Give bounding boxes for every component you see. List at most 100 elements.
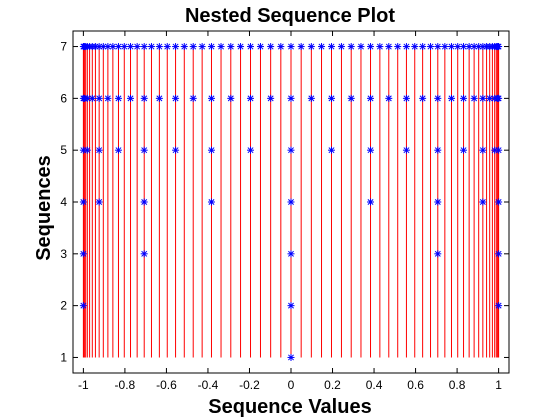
data-point-marker xyxy=(247,43,255,51)
data-point-marker xyxy=(133,43,141,51)
data-point-marker xyxy=(140,250,148,258)
data-point-marker xyxy=(385,43,393,51)
data-point-marker xyxy=(419,43,427,51)
data-point-marker xyxy=(434,198,442,206)
data-point-marker xyxy=(172,94,180,102)
data-point-marker xyxy=(114,94,122,102)
data-point-marker xyxy=(318,43,326,51)
data-point-marker xyxy=(495,302,503,310)
data-point-marker xyxy=(155,94,163,102)
data-point-marker xyxy=(394,43,402,51)
data-markers xyxy=(79,43,503,361)
x-axis-ticks: -1 -0.8 -0.6 -0.4 -0.2 0 0.2 0.4 0.6 0.8 1 xyxy=(78,31,502,392)
data-point-marker xyxy=(180,43,188,51)
data-point-marker xyxy=(495,43,503,51)
data-point-marker xyxy=(95,146,103,154)
data-point-marker xyxy=(367,94,375,102)
data-point-marker xyxy=(434,250,442,258)
chart-title: Nested Sequence Plot xyxy=(185,5,395,27)
data-point-marker xyxy=(460,94,468,102)
data-point-marker xyxy=(470,94,478,102)
data-point-marker xyxy=(237,43,245,51)
data-point-marker xyxy=(367,198,375,206)
data-point-marker xyxy=(287,94,295,102)
data-point-marker xyxy=(120,43,128,51)
data-point-marker xyxy=(267,94,275,102)
data-point-marker xyxy=(427,43,435,51)
data-point-marker xyxy=(79,250,87,258)
data-point-marker xyxy=(287,250,295,258)
data-point-marker xyxy=(479,94,487,102)
data-point-marker xyxy=(217,43,225,51)
y-tick-label: 1 xyxy=(60,350,67,364)
data-point-marker xyxy=(155,43,163,51)
plot-area-frame xyxy=(72,30,510,374)
data-point-marker xyxy=(207,146,215,154)
x-tick-label: 1 xyxy=(495,378,502,392)
data-point-marker xyxy=(495,146,503,154)
x-tick-label: -0.2 xyxy=(239,378,260,392)
data-point-marker xyxy=(140,94,148,102)
x-tick-label: -0.8 xyxy=(115,378,136,392)
data-point-marker xyxy=(256,43,264,51)
y-tick-label: 5 xyxy=(60,143,67,157)
data-point-marker xyxy=(307,94,315,102)
data-point-marker xyxy=(287,353,295,361)
x-tick-label: 0.6 xyxy=(407,378,424,392)
data-point-marker xyxy=(207,198,215,206)
data-point-marker xyxy=(287,43,295,51)
y-tick-label: 7 xyxy=(60,40,67,54)
data-point-marker xyxy=(83,146,91,154)
data-point-marker xyxy=(127,94,135,102)
data-point-marker xyxy=(207,94,215,102)
data-point-marker xyxy=(460,146,468,154)
data-point-marker xyxy=(327,94,335,102)
data-point-marker xyxy=(376,43,384,51)
data-point-marker xyxy=(402,146,410,154)
data-point-marker xyxy=(247,146,255,154)
data-point-marker xyxy=(189,43,197,51)
data-point-marker xyxy=(287,198,295,206)
x-tick-label: 0 xyxy=(288,378,295,392)
data-point-marker xyxy=(127,43,135,51)
data-point-marker xyxy=(367,43,375,51)
y-axis-ticks: 1 2 3 4 5 6 7 xyxy=(60,40,509,364)
data-point-marker xyxy=(434,146,442,154)
data-point-marker xyxy=(104,94,112,102)
y-axis-label: Sequences xyxy=(33,155,55,261)
data-point-marker xyxy=(297,43,305,51)
data-point-marker xyxy=(247,94,255,102)
data-point-marker xyxy=(189,94,197,102)
data-point-marker xyxy=(114,146,122,154)
x-tick-label: 0.2 xyxy=(324,378,341,392)
data-point-marker xyxy=(198,43,206,51)
x-tick-label: 0.4 xyxy=(366,378,383,392)
data-point-marker xyxy=(95,94,103,102)
data-point-marker xyxy=(347,43,355,51)
data-point-marker xyxy=(267,43,275,51)
data-point-marker xyxy=(287,302,295,310)
y-tick-label: 6 xyxy=(60,91,67,105)
data-point-marker xyxy=(172,146,180,154)
data-point-marker xyxy=(172,43,180,51)
data-point-marker xyxy=(227,94,235,102)
data-point-marker xyxy=(479,146,487,154)
data-point-marker xyxy=(163,43,171,51)
data-point-marker xyxy=(357,43,365,51)
data-point-marker xyxy=(287,146,295,154)
x-axis-label: Sequence Values xyxy=(208,396,371,418)
data-point-marker xyxy=(479,198,487,206)
x-tick-label: -0.6 xyxy=(156,378,177,392)
data-point-marker xyxy=(434,94,442,102)
data-point-marker xyxy=(495,198,503,206)
data-point-marker xyxy=(227,43,235,51)
data-point-marker xyxy=(79,302,87,310)
data-point-marker xyxy=(367,146,375,154)
data-point-marker xyxy=(277,43,285,51)
data-point-marker xyxy=(495,94,503,102)
data-point-marker xyxy=(347,94,355,102)
data-point-marker xyxy=(411,43,419,51)
data-point-marker xyxy=(327,146,335,154)
